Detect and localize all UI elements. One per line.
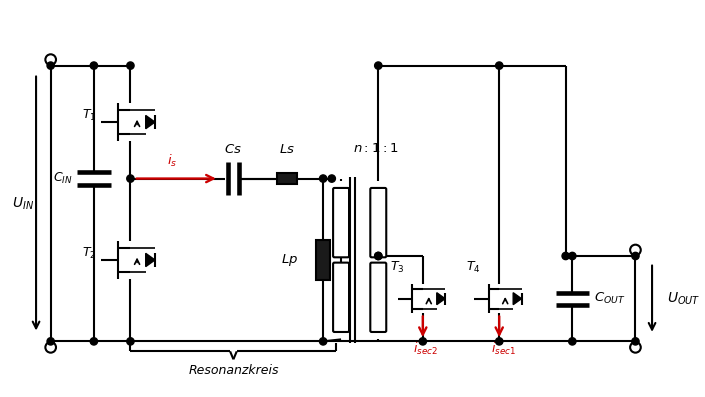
Circle shape: [319, 175, 327, 182]
Circle shape: [374, 62, 382, 69]
Text: $C_{\mathit{IN}}$: $C_{\mathit{IN}}$: [53, 171, 73, 186]
Circle shape: [632, 338, 639, 345]
Text: $U_{\mathit{IN}}$: $U_{\mathit{IN}}$: [12, 195, 34, 212]
FancyBboxPatch shape: [370, 188, 386, 257]
Text: $T_2$: $T_2$: [82, 246, 97, 261]
Circle shape: [90, 62, 97, 69]
Circle shape: [569, 338, 576, 345]
Text: $T_4$: $T_4$: [466, 260, 481, 275]
FancyBboxPatch shape: [333, 188, 349, 257]
Polygon shape: [437, 293, 445, 304]
Text: $Ls$: $Ls$: [278, 143, 295, 156]
Circle shape: [632, 252, 639, 260]
Circle shape: [127, 338, 134, 345]
Text: $i_{\mathit{sec1}}$: $i_{\mathit{sec1}}$: [491, 341, 515, 357]
Bar: [317, 240, 330, 280]
Circle shape: [319, 338, 327, 345]
Text: $T_3$: $T_3$: [390, 260, 404, 275]
Circle shape: [328, 175, 336, 182]
Polygon shape: [146, 116, 155, 129]
Circle shape: [496, 62, 503, 69]
Text: $U_{\mathit{OUT}}$: $U_{\mathit{OUT}}$: [668, 291, 701, 307]
Text: $i_s$: $i_s$: [167, 153, 177, 170]
Text: $Cs$: $Cs$: [224, 143, 243, 156]
Text: $i_{\mathit{sec2}}$: $i_{\mathit{sec2}}$: [413, 341, 438, 357]
Polygon shape: [513, 293, 522, 304]
Circle shape: [496, 338, 503, 345]
Circle shape: [127, 62, 134, 69]
FancyBboxPatch shape: [333, 263, 349, 332]
Text: $C_{\mathit{OUT}}$: $C_{\mathit{OUT}}$: [594, 291, 625, 306]
Text: $T_1$: $T_1$: [82, 108, 97, 123]
Circle shape: [90, 338, 97, 345]
Circle shape: [569, 252, 576, 260]
Circle shape: [562, 252, 570, 260]
Bar: [276, 173, 297, 184]
Circle shape: [374, 252, 382, 260]
Circle shape: [419, 338, 427, 345]
Text: Resonanzkreis: Resonanzkreis: [188, 364, 278, 377]
Text: $n:1:1$: $n:1:1$: [353, 142, 398, 155]
Circle shape: [47, 338, 54, 345]
Circle shape: [47, 62, 54, 69]
Text: $Lp$: $Lp$: [281, 252, 298, 268]
Circle shape: [374, 252, 382, 260]
Circle shape: [127, 175, 134, 182]
FancyBboxPatch shape: [370, 263, 386, 332]
Polygon shape: [146, 253, 155, 267]
